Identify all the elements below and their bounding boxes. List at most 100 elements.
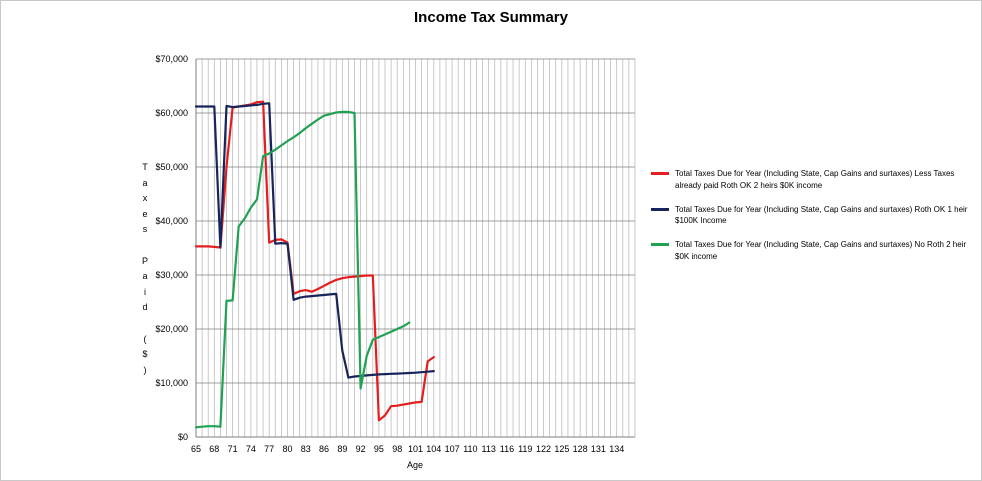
series-2-point xyxy=(310,295,313,297)
series-2-point xyxy=(298,296,301,299)
series-line-2 xyxy=(194,102,435,379)
series-3-point xyxy=(237,225,240,228)
y-axis-label-char: d xyxy=(142,302,148,313)
series-3-point xyxy=(323,114,325,117)
series-1-point xyxy=(384,414,386,417)
x-tick-label: 68 xyxy=(209,444,219,454)
series-2-point xyxy=(335,293,338,295)
series-3-point xyxy=(262,155,264,158)
y-tick-label: $60,000 xyxy=(155,108,188,118)
series-3-point xyxy=(231,299,234,302)
series-2-point xyxy=(219,246,222,249)
series-3-point xyxy=(195,426,197,429)
series-2-point xyxy=(329,293,332,296)
series-3-point xyxy=(304,127,307,130)
series-2-point xyxy=(280,242,283,245)
series-2-point xyxy=(317,294,319,297)
y-axis-label-char: x xyxy=(142,193,148,204)
series-3-point xyxy=(225,300,228,302)
series-1-point xyxy=(310,290,313,293)
series-3-point xyxy=(396,328,399,330)
legend-swatch xyxy=(651,172,669,175)
series-2-point xyxy=(371,374,374,376)
x-tick-label: 128 xyxy=(573,444,588,454)
y-tick-label: $40,000 xyxy=(155,216,188,226)
series-1-point xyxy=(432,356,435,358)
series-1-point xyxy=(371,274,374,277)
legend-swatch xyxy=(651,243,669,246)
series-1-point xyxy=(408,402,411,405)
series-2-point xyxy=(201,105,203,108)
series-2-point xyxy=(237,105,240,108)
series-3-point xyxy=(310,122,313,125)
y-axis-label-char: a xyxy=(142,271,148,282)
series-3-point xyxy=(329,113,332,115)
series-3-point xyxy=(408,321,411,324)
legend-item-1: Total Taxes Due for Year (Including Stat… xyxy=(651,168,969,191)
series-2-point xyxy=(390,372,393,375)
x-tick-label: 110 xyxy=(463,444,477,454)
series-1-point xyxy=(378,419,380,422)
y-tick-label: $0 xyxy=(178,432,188,442)
x-tick-label: 101 xyxy=(408,444,423,454)
series-2-point xyxy=(207,105,210,108)
series-2-point xyxy=(323,294,325,296)
series-2-point xyxy=(432,370,435,373)
series-2-point xyxy=(225,105,228,107)
y-axis-label-char: P xyxy=(141,255,148,266)
y-axis-label-char: s xyxy=(142,224,148,235)
y-tick-label: $50,000 xyxy=(155,162,188,172)
series-2-point xyxy=(268,102,271,105)
y-axis-label-char: a xyxy=(142,177,148,188)
series-3-point xyxy=(274,148,277,151)
series-3-point xyxy=(378,336,380,338)
series-3-point xyxy=(201,425,203,428)
series-1-point xyxy=(420,401,423,403)
series-1-point xyxy=(396,404,399,407)
series-1-point xyxy=(323,284,325,287)
series-2-point xyxy=(420,371,423,374)
series-2-point xyxy=(249,104,252,107)
y-axis-label-char: ) xyxy=(143,364,147,375)
series-3-point xyxy=(207,425,210,428)
series-2-point xyxy=(231,106,234,108)
series-2-point xyxy=(292,298,295,301)
series-1-point xyxy=(341,277,344,280)
series-2-point xyxy=(274,242,277,245)
series-2-point xyxy=(384,373,386,375)
x-tick-label: 77 xyxy=(264,444,274,454)
series-2-point xyxy=(286,242,289,245)
x-tick-label: 116 xyxy=(500,444,514,454)
series-3-point xyxy=(292,136,295,139)
x-tick-label: 74 xyxy=(246,444,256,454)
series-3-point xyxy=(365,355,368,357)
x-tick-label: 131 xyxy=(591,444,606,454)
x-tick-label: 83 xyxy=(301,444,311,454)
series-2-point xyxy=(426,370,429,373)
legend-swatch xyxy=(651,207,669,211)
series-1-point xyxy=(262,100,264,103)
x-tick-label: 95 xyxy=(374,444,384,454)
x-axis-label: Age xyxy=(406,460,423,470)
x-tick-label: 104 xyxy=(426,444,441,454)
x-tick-label: 107 xyxy=(445,444,460,454)
series-2-point xyxy=(396,372,399,375)
series-3-point xyxy=(317,118,319,121)
series-1-point xyxy=(304,289,307,292)
legend-item-3: Total Taxes Due for Year (Including Stat… xyxy=(651,239,969,262)
y-axis-label-char: $ xyxy=(142,349,148,360)
series-3-point xyxy=(341,111,344,113)
series-1-point xyxy=(365,274,368,277)
series-2-point xyxy=(365,374,368,377)
x-tick-label: 65 xyxy=(191,444,201,454)
series-1-point xyxy=(390,405,393,408)
series-2-point xyxy=(414,371,417,374)
series-3-point xyxy=(390,330,393,333)
series-1-point xyxy=(329,281,332,284)
series-3-point xyxy=(353,112,356,114)
y-tick-label: $30,000 xyxy=(155,270,188,280)
series-3-point xyxy=(213,425,216,428)
x-tick-label: 80 xyxy=(282,444,292,454)
series-2-point xyxy=(378,373,380,376)
